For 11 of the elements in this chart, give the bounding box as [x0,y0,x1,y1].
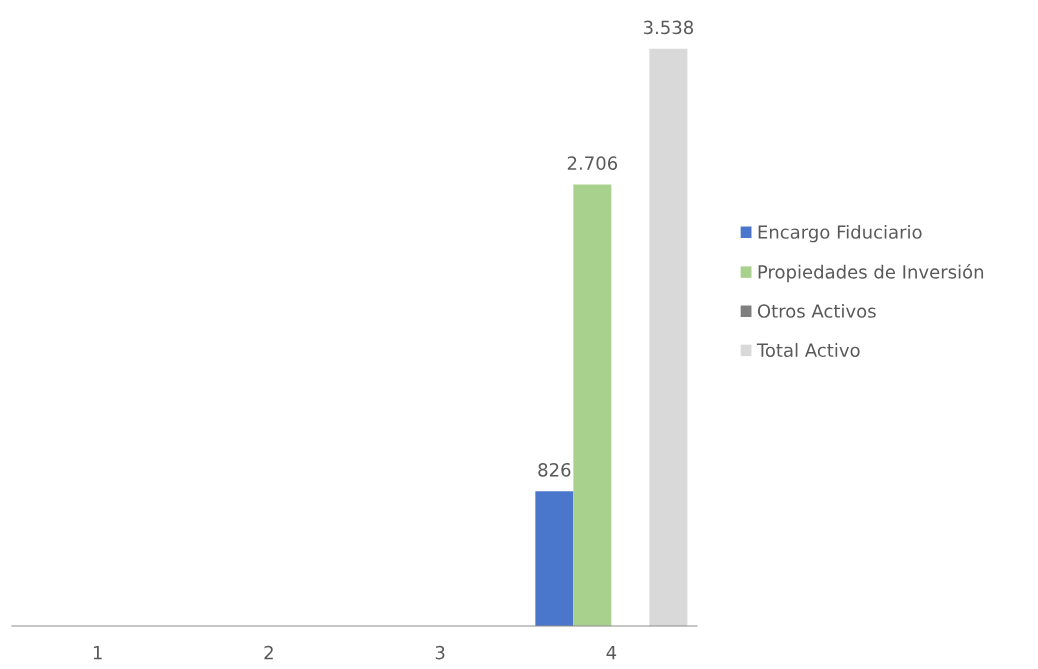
x-tick-label: 2 [264,645,273,660]
legend-label: Otros Activos [757,303,876,318]
legend-label: Encargo Fiduciario [758,224,922,243]
data-label: 3.538 [643,20,694,35]
x-tick-label: 3 [435,645,445,660]
data-label: 826 [538,462,571,477]
data-label: 2.706 [567,156,618,170]
x-tick-label: 1 [93,646,102,660]
x-tick-label: 4 [606,646,617,660]
legend-label: Total Activo [756,343,860,358]
legend-label: Propiedades de Inversión [758,264,984,283]
